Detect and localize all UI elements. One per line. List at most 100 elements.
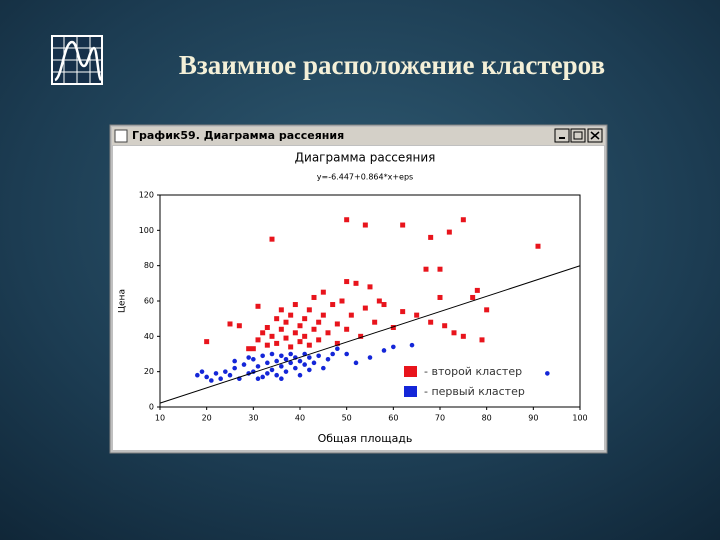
point xyxy=(306,307,312,313)
x-tick-label: 10 xyxy=(155,414,165,423)
point xyxy=(320,289,326,295)
point xyxy=(474,287,480,293)
point xyxy=(297,339,303,345)
point xyxy=(311,360,317,366)
point xyxy=(279,364,284,369)
point xyxy=(311,326,317,332)
point xyxy=(269,367,275,373)
point xyxy=(320,312,326,318)
point xyxy=(390,325,396,330)
point xyxy=(307,355,312,360)
x-tick-label: 90 xyxy=(528,414,538,423)
point xyxy=(344,217,350,223)
point xyxy=(334,340,340,346)
point xyxy=(307,367,312,373)
point xyxy=(255,364,261,369)
point xyxy=(325,357,331,362)
point xyxy=(236,323,242,329)
point xyxy=(209,378,214,383)
point xyxy=(325,330,331,336)
point xyxy=(353,360,359,366)
window-buttons[interactable] xyxy=(554,128,603,143)
logo-icon xyxy=(51,35,103,85)
point xyxy=(470,294,476,300)
point xyxy=(260,374,265,380)
point xyxy=(330,302,336,308)
y-tick-label: 60 xyxy=(144,297,154,306)
point xyxy=(362,222,368,228)
point xyxy=(274,316,280,322)
point xyxy=(255,337,261,343)
point xyxy=(316,337,322,343)
x-tick-label: 70 xyxy=(435,414,445,423)
point xyxy=(232,358,237,364)
point xyxy=(344,351,349,357)
point xyxy=(232,365,237,371)
y-tick-label: 80 xyxy=(144,261,154,270)
point xyxy=(292,330,298,336)
point xyxy=(223,369,228,374)
point xyxy=(451,330,457,336)
point xyxy=(251,357,256,362)
point xyxy=(367,284,373,290)
point xyxy=(283,319,289,325)
point xyxy=(195,372,200,378)
point xyxy=(479,337,485,343)
point xyxy=(372,319,378,325)
point xyxy=(321,365,326,371)
point xyxy=(302,316,308,322)
point xyxy=(302,362,307,367)
point xyxy=(535,243,541,249)
point xyxy=(437,266,443,272)
point xyxy=(279,353,284,359)
point xyxy=(376,298,382,304)
point xyxy=(274,340,280,346)
point xyxy=(204,339,210,345)
point xyxy=(400,222,406,228)
point xyxy=(348,312,354,318)
point xyxy=(353,280,359,286)
point xyxy=(339,298,345,304)
legend-label: - первый кластер xyxy=(424,385,525,398)
fit-line xyxy=(159,265,581,404)
point xyxy=(218,376,223,382)
x-tick-label: 30 xyxy=(248,414,258,423)
point xyxy=(288,360,293,366)
point xyxy=(293,365,298,371)
point xyxy=(255,303,261,309)
point xyxy=(278,307,284,313)
legend-swatch xyxy=(404,386,417,397)
point xyxy=(297,372,303,378)
point xyxy=(265,371,270,376)
x-tick-label: 80 xyxy=(482,414,492,423)
point xyxy=(302,333,308,339)
point xyxy=(446,229,452,235)
point xyxy=(250,346,256,352)
point xyxy=(288,344,294,350)
point xyxy=(414,312,420,318)
point xyxy=(381,302,387,308)
point xyxy=(316,353,321,359)
window-title: График59. Диаграмма рассеяния xyxy=(132,129,344,142)
point xyxy=(241,362,247,367)
point xyxy=(227,372,233,378)
point xyxy=(335,346,340,352)
point xyxy=(316,319,322,325)
point xyxy=(381,348,387,353)
point xyxy=(278,326,284,332)
point xyxy=(358,333,364,339)
point xyxy=(400,309,406,315)
point xyxy=(283,335,289,341)
point xyxy=(269,333,275,339)
point xyxy=(362,305,368,311)
y-axis-label: Цена xyxy=(118,289,128,313)
y-tick-label: 20 xyxy=(144,367,154,376)
chart-subtitle: y=-6.447+0.864*x+eps xyxy=(317,173,413,182)
point xyxy=(545,371,550,376)
point xyxy=(265,360,270,366)
point xyxy=(227,321,233,327)
point xyxy=(428,319,434,325)
point xyxy=(460,217,466,223)
x-tick-label: 50 xyxy=(342,414,352,423)
point xyxy=(274,372,279,378)
